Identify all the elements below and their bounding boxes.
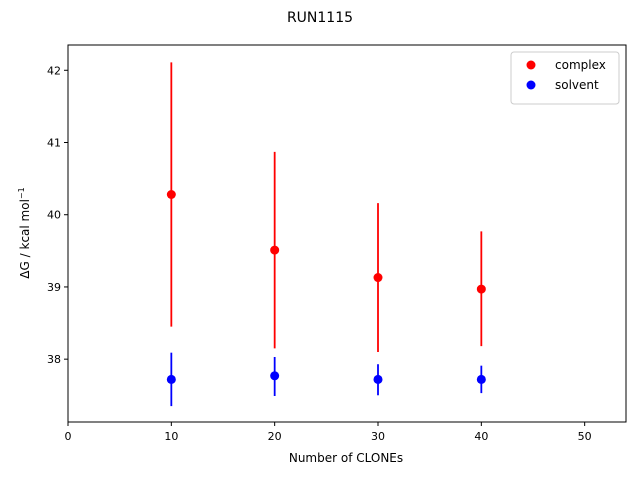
data-point [373, 374, 383, 384]
y-tick-label: 41 [47, 137, 61, 150]
x-tick-label: 0 [65, 430, 72, 443]
y-tick-label: 40 [47, 209, 61, 222]
y-tick-label: 39 [47, 281, 61, 294]
x-tick-label: 50 [578, 430, 592, 443]
x-tick-label: 10 [164, 430, 178, 443]
x-tick-label: 20 [268, 430, 282, 443]
data-point [270, 371, 280, 381]
legend-box [510, 51, 620, 105]
y-axis-label-main: ΔG / kcal mol [18, 199, 32, 279]
legend-label: complex [555, 58, 606, 72]
data-point [373, 273, 383, 283]
plot-frame [67, 44, 627, 423]
data-point [166, 374, 176, 384]
x-axis-label: Number of CLONEs [289, 451, 403, 465]
data-point [270, 245, 280, 255]
y-tick-label: 42 [47, 64, 61, 77]
legend: complex solvent [510, 51, 620, 105]
data-point [476, 374, 486, 384]
y-tick-label: 38 [47, 353, 61, 366]
plot-area: 0 10 20 30 40 50 38 39 40 41 42 [47, 44, 627, 443]
y-axis-label-exponent: −1 [17, 187, 26, 199]
legend-marker [526, 80, 536, 90]
y-axis-label: ΔG / kcal mol−1 [17, 187, 32, 278]
legend-label: solvent [555, 78, 599, 92]
data-point [476, 284, 486, 294]
legend-marker [526, 60, 536, 70]
x-tick-label: 40 [474, 430, 488, 443]
x-tick-label: 30 [371, 430, 385, 443]
chart-title: RUN1115 [287, 10, 353, 26]
data-point [166, 190, 176, 199]
